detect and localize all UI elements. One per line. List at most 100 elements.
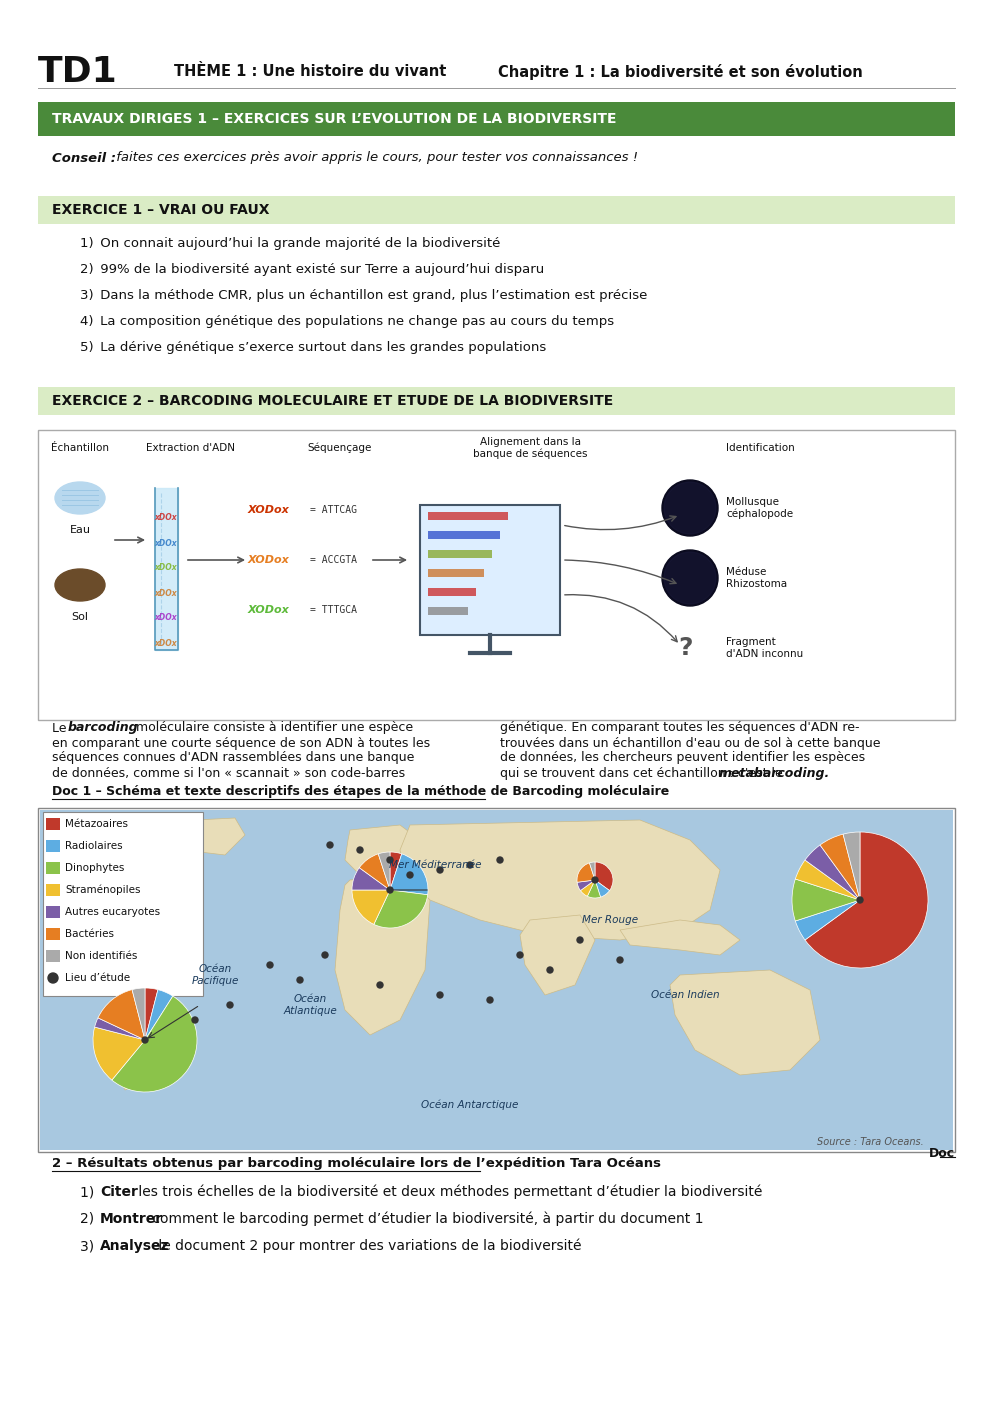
- Circle shape: [297, 977, 303, 983]
- Wedge shape: [795, 861, 860, 900]
- Text: xDOx: xDOx: [155, 588, 178, 598]
- Wedge shape: [595, 880, 610, 897]
- Circle shape: [662, 550, 718, 607]
- Text: comment le barcoding permet d’étudier la biodiversité, à partir du document 1: comment le barcoding permet d’étudier la…: [148, 1212, 703, 1226]
- Bar: [38, 807, 955, 1153]
- Bar: [46, 906, 60, 918]
- Polygon shape: [75, 826, 200, 955]
- Text: trouvées dans un échantillon d'eau ou de sol à cette banque: trouvées dans un échantillon d'eau ou de…: [500, 737, 881, 750]
- Text: Océan
Pacifique: Océan Pacifique: [192, 965, 238, 986]
- Bar: [38, 388, 955, 416]
- Text: ?: ?: [678, 636, 692, 660]
- Text: 1) On connait aujourd’hui la grande majorité de la biodiversité: 1) On connait aujourd’hui la grande majo…: [80, 237, 500, 250]
- Polygon shape: [335, 875, 430, 1035]
- Circle shape: [517, 952, 523, 958]
- Wedge shape: [577, 863, 595, 882]
- Text: Fragment
d'ADN inconnu: Fragment d'ADN inconnu: [726, 637, 803, 658]
- Circle shape: [664, 552, 716, 604]
- Wedge shape: [145, 990, 173, 1040]
- Circle shape: [437, 868, 443, 873]
- Circle shape: [387, 887, 393, 893]
- Polygon shape: [400, 820, 720, 941]
- Text: Mer Rouge: Mer Rouge: [582, 915, 638, 925]
- Circle shape: [327, 842, 333, 848]
- Bar: [38, 430, 955, 720]
- Bar: [46, 862, 60, 875]
- Text: Océan
Atlantique: Océan Atlantique: [283, 994, 337, 1016]
- Circle shape: [857, 897, 863, 903]
- Bar: [428, 531, 500, 539]
- Text: moléculaire consiste à identifier une espèce: moléculaire consiste à identifier une es…: [132, 722, 413, 734]
- Text: séquences connues d'ADN rassemblées dans une banque: séquences connues d'ADN rassemblées dans…: [52, 751, 414, 765]
- Wedge shape: [792, 879, 860, 921]
- Ellipse shape: [55, 482, 105, 514]
- Text: metabarcoding.: metabarcoding.: [718, 767, 829, 779]
- Bar: [428, 607, 468, 615]
- Text: 4) La composition génétique des populations ne change pas au cours du temps: 4) La composition génétique des populati…: [80, 316, 614, 329]
- Wedge shape: [359, 854, 390, 890]
- Text: Dinophytes: Dinophytes: [65, 863, 124, 873]
- Text: 2): 2): [80, 1212, 101, 1226]
- Text: de données, comme si l'on « scannait » son code-barres: de données, comme si l'on « scannait » s…: [52, 767, 405, 779]
- Text: Océan Antarctique: Océan Antarctique: [421, 1099, 518, 1111]
- Text: Doc: Doc: [928, 1147, 955, 1160]
- Text: Méduse
Rhizostoma: Méduse Rhizostoma: [726, 567, 787, 588]
- Text: Autres eucaryotes: Autres eucaryotes: [65, 907, 160, 917]
- Circle shape: [487, 997, 493, 1002]
- Circle shape: [662, 480, 718, 536]
- Wedge shape: [595, 862, 613, 890]
- Circle shape: [407, 872, 413, 878]
- Wedge shape: [112, 995, 197, 1092]
- Circle shape: [142, 1038, 148, 1043]
- Polygon shape: [670, 970, 820, 1075]
- Text: Conseil :: Conseil :: [52, 152, 116, 164]
- Bar: [43, 812, 203, 995]
- Circle shape: [192, 1016, 198, 1024]
- Wedge shape: [98, 990, 145, 1040]
- Wedge shape: [843, 833, 860, 900]
- Wedge shape: [581, 880, 595, 896]
- Circle shape: [617, 958, 623, 963]
- Wedge shape: [820, 834, 860, 900]
- Bar: [40, 810, 953, 1150]
- Text: THÈME 1 : Une histoire du vivant: THÈME 1 : Une histoire du vivant: [174, 65, 446, 80]
- Polygon shape: [520, 915, 595, 995]
- Wedge shape: [378, 852, 390, 890]
- Text: Extraction d'ADN: Extraction d'ADN: [146, 444, 234, 453]
- Circle shape: [437, 993, 443, 998]
- Text: Mollusque
céphalopode: Mollusque céphalopode: [726, 497, 793, 519]
- Text: Le: Le: [52, 722, 71, 734]
- Wedge shape: [94, 1018, 145, 1040]
- Text: = TTTGCA: = TTTGCA: [310, 605, 357, 615]
- Text: 1): 1): [80, 1185, 101, 1199]
- Text: xDOx: xDOx: [155, 614, 178, 622]
- Text: Alignement dans la
banque de séquences: Alignement dans la banque de séquences: [473, 437, 587, 459]
- Text: EXERCICE 2 – BARCODING MOLECULAIRE ET ETUDE DE LA BIODIVERSITE: EXERCICE 2 – BARCODING MOLECULAIRE ET ET…: [52, 395, 614, 409]
- Wedge shape: [132, 988, 145, 1040]
- Wedge shape: [587, 880, 601, 899]
- Polygon shape: [620, 920, 740, 955]
- Text: 3) Dans la méthode CMR, plus un échantillon est grand, plus l’estimation est pré: 3) Dans la méthode CMR, plus un échantil…: [80, 289, 647, 302]
- Circle shape: [227, 1002, 233, 1008]
- Text: les trois échelles de la biodiversité et deux méthodes permettant d’étudier la b: les trois échelles de la biodiversité et…: [134, 1185, 763, 1199]
- Text: TD1: TD1: [38, 55, 118, 88]
- Text: de données, les chercheurs peuvent identifier les espèces: de données, les chercheurs peuvent ident…: [500, 751, 865, 765]
- Text: barcoding: barcoding: [68, 722, 139, 734]
- Wedge shape: [795, 900, 860, 939]
- Polygon shape: [188, 819, 245, 855]
- Ellipse shape: [55, 569, 105, 601]
- Bar: [38, 102, 955, 136]
- Bar: [46, 951, 60, 962]
- Text: 2) 99% de la biodiversité ayant existé sur Terre a aujourd’hui disparu: 2) 99% de la biodiversité ayant existé s…: [80, 264, 544, 277]
- Text: xDOx: xDOx: [155, 563, 178, 573]
- Wedge shape: [390, 854, 428, 894]
- Circle shape: [592, 878, 598, 883]
- Bar: [428, 550, 492, 557]
- Circle shape: [664, 482, 716, 534]
- Polygon shape: [110, 955, 175, 1090]
- Text: xDOx: xDOx: [155, 639, 178, 647]
- Circle shape: [577, 936, 583, 943]
- Text: = ATTCAG: = ATTCAG: [310, 505, 357, 515]
- Wedge shape: [805, 845, 860, 900]
- Bar: [420, 505, 560, 635]
